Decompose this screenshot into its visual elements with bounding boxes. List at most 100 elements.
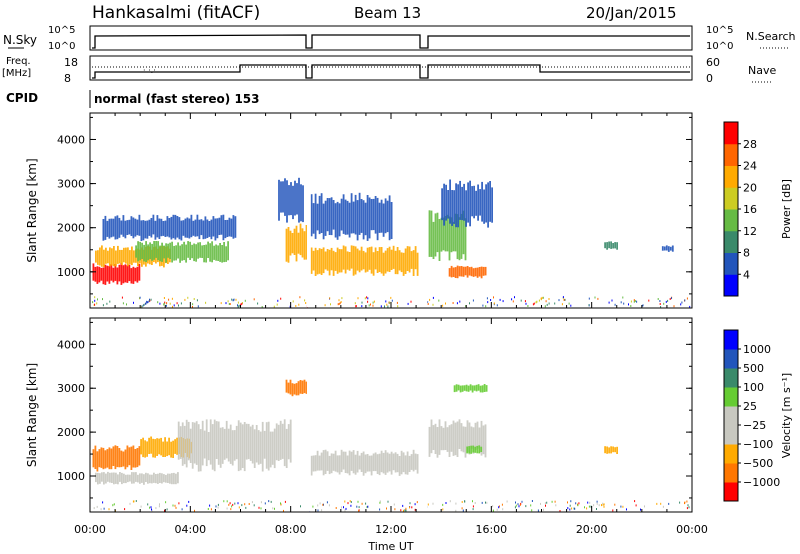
velocity-speckle: [341, 506, 342, 509]
velocity-region-strip: [484, 424, 487, 458]
power-speckle: [148, 300, 150, 303]
velocity-speckle: [124, 508, 126, 511]
power-region-strip: [215, 244, 217, 261]
velocity-speckle: [414, 503, 416, 506]
power-region-strip: [441, 188, 443, 221]
x-tick-label: 04:00: [174, 523, 206, 536]
velocity-speckle: [442, 503, 444, 506]
power-region-strip: [477, 184, 479, 221]
velocity-region-strip: [146, 441, 148, 457]
power-colorbar-title: Power [dB]: [780, 179, 793, 239]
power-region-strip: [346, 251, 349, 270]
power-region-strip: [328, 198, 331, 235]
power-data-gap-1: [418, 114, 428, 307]
velocity-speckle: [394, 508, 396, 511]
power-region-strip: [474, 267, 477, 277]
power-region-strip: [362, 250, 365, 270]
power-speckle: [187, 296, 189, 299]
power-speckle: [354, 302, 356, 305]
power-region-strip: [172, 214, 175, 239]
power-colorbar-tick-label: 4: [743, 268, 750, 281]
velocity-region-strip: [388, 453, 391, 472]
power-speckle: [163, 302, 165, 305]
power-region-strip: [604, 242, 606, 249]
power-region-strip: [104, 215, 107, 240]
velocity-region-strip: [132, 445, 135, 468]
nsky-panel-frame: [89, 25, 693, 51]
velocity-speckle: [555, 504, 557, 507]
power-region-strip: [362, 200, 365, 240]
power-region-strip: [342, 245, 345, 270]
power-region-strip: [184, 218, 187, 238]
power-speckle: [502, 300, 504, 303]
power-region-strip: [464, 218, 467, 261]
velocity-y-tick-label: 2000: [57, 426, 85, 439]
velocity-region-strip: [157, 473, 159, 484]
power-region-strip: [436, 212, 439, 253]
power-region-strip: [180, 220, 183, 241]
velocity-region-strip: [235, 425, 238, 460]
power-speckle: [542, 296, 544, 299]
velocity-speckle: [140, 505, 142, 508]
velocity-region-strip: [209, 419, 212, 465]
velocity-region-strip: [243, 422, 246, 472]
power-region-strip: [336, 201, 339, 240]
power-y-tick-label: 4000: [57, 133, 85, 146]
power-speckle: [340, 301, 342, 303]
velocity-region-strip: [616, 446, 618, 454]
velocity-speckle: [102, 501, 104, 504]
power-speckle: [196, 299, 198, 302]
power-speckle: [648, 299, 650, 302]
velocity-region-strip: [176, 437, 178, 455]
power-region-strip: [136, 266, 139, 283]
power-speckle: [544, 305, 546, 308]
velocity-speckle: [326, 501, 328, 504]
beam-title: Beam 13: [354, 4, 421, 22]
power-region-strip: [322, 203, 325, 240]
power-speckle: [232, 299, 234, 302]
velocity-region-strip: [261, 421, 264, 472]
power-speckle: [157, 301, 159, 304]
velocity-speckle: [149, 506, 151, 509]
velocity-colorbar-cell: [724, 425, 738, 445]
power-speckle: [486, 297, 488, 300]
velocity-speckle: [660, 502, 662, 505]
power-region-strip: [458, 266, 461, 277]
power-region-strip: [338, 249, 341, 273]
velocity-region-strip: [471, 385, 474, 393]
velocity-speckle: [147, 503, 149, 506]
velocity-region-strip: [299, 380, 302, 394]
power-speckle: [630, 300, 632, 303]
power-region-strip: [211, 241, 213, 263]
power-region-strip: [218, 217, 221, 235]
power-region-strip: [448, 268, 451, 277]
velocity-region-strip: [101, 472, 103, 482]
power-region-strip: [414, 246, 417, 270]
velocity-colorbar-cell: [724, 482, 738, 502]
power-y-tick-label: 2000: [57, 222, 85, 235]
velocity-region-strip: [604, 446, 606, 454]
power-speckle: [122, 302, 124, 305]
velocity-speckle: [379, 500, 381, 503]
velocity-region-strip: [173, 472, 175, 485]
power-speckle: [472, 299, 474, 302]
velocity-region-strip: [170, 441, 172, 458]
velocity-speckle: [567, 501, 568, 504]
power-speckle: [493, 296, 494, 299]
power-colorbar-tick-label: 12: [743, 225, 757, 238]
velocity-speckle: [207, 508, 209, 510]
velocity-region-strip: [114, 445, 117, 470]
power-region-strip: [456, 265, 459, 279]
power-data-gap-0: [306, 114, 311, 307]
velocity-region-strip: [111, 472, 113, 483]
velocity-speckle: [283, 509, 284, 512]
velocity-region-strip: [158, 438, 160, 455]
power-speckle: [228, 303, 230, 305]
velocity-region-strip: [318, 455, 321, 471]
power-region-strip: [102, 219, 105, 241]
velocity-speckle: [151, 508, 152, 511]
velocity-speckle: [312, 505, 314, 508]
nsky-tick-top: 10^5: [48, 25, 75, 36]
velocity-speckle: [492, 509, 494, 512]
power-speckle: [407, 302, 409, 305]
